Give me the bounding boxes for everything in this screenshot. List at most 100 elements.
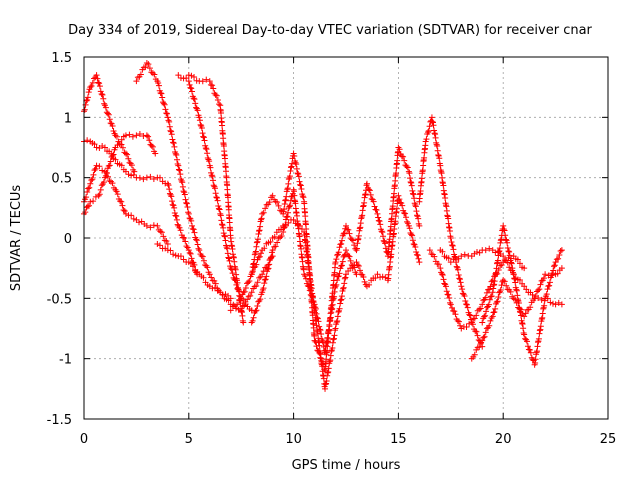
track-marker — [379, 273, 386, 280]
track-marker — [213, 194, 220, 201]
track-marker — [361, 278, 368, 285]
track-marker — [165, 182, 172, 189]
track-marker — [348, 236, 355, 243]
track-marker — [410, 191, 417, 198]
track-marker — [393, 170, 400, 177]
y-tick-label: -1 — [59, 353, 72, 368]
track-marker — [451, 308, 458, 315]
track-marker — [330, 335, 337, 342]
track-marker — [445, 255, 452, 262]
track-marker — [115, 138, 122, 145]
track-marker — [442, 195, 449, 202]
track-marker — [158, 90, 165, 97]
data-point — [500, 253, 507, 260]
track-marker — [483, 289, 490, 296]
track-marker — [300, 194, 307, 201]
track-marker — [556, 251, 563, 258]
track-marker — [182, 196, 189, 203]
track-marker — [173, 152, 180, 159]
track-marker — [187, 260, 194, 267]
track-marker — [96, 191, 103, 198]
track-marker — [351, 264, 358, 271]
data-point — [101, 144, 108, 151]
track-marker — [408, 182, 415, 189]
track-marker — [215, 202, 222, 209]
track-marker — [532, 356, 539, 363]
data-point — [479, 319, 486, 326]
track-marker — [288, 163, 295, 170]
track-marker — [306, 287, 313, 294]
track-marker — [268, 254, 275, 261]
track-marker — [344, 226, 351, 233]
track-marker — [506, 264, 513, 271]
data-point — [154, 222, 161, 229]
track-marker — [291, 153, 298, 160]
track-marker — [511, 276, 518, 283]
track-marker — [335, 249, 342, 256]
track-marker — [219, 122, 226, 129]
track-marker — [512, 296, 519, 303]
track-marker — [511, 275, 518, 282]
track-marker — [241, 288, 248, 295]
track-marker — [179, 183, 186, 190]
track-marker — [271, 233, 278, 240]
data-point — [521, 313, 528, 320]
track-marker — [449, 242, 456, 249]
series-16 — [468, 265, 565, 362]
track-marker — [373, 206, 380, 213]
track-marker — [327, 357, 334, 364]
track-marker — [408, 231, 415, 238]
track-marker — [407, 179, 414, 186]
track-marker — [520, 325, 527, 332]
track-marker — [354, 261, 361, 268]
track-marker — [550, 267, 557, 274]
track-marker — [336, 244, 343, 251]
data-point — [468, 319, 475, 326]
track-marker — [412, 201, 419, 208]
track-marker — [366, 187, 373, 194]
track-marker — [281, 206, 288, 213]
track-marker — [391, 190, 398, 197]
track-marker — [186, 249, 193, 256]
track-marker — [199, 130, 206, 137]
x-tick-label: 10 — [285, 432, 302, 447]
track-marker — [222, 237, 229, 244]
track-marker — [524, 343, 531, 350]
track-marker — [477, 340, 484, 347]
track-marker — [513, 287, 520, 294]
track-marker — [491, 278, 498, 285]
track-marker — [497, 286, 504, 293]
track-marker — [506, 252, 513, 259]
track-marker — [509, 293, 516, 300]
track-marker — [224, 245, 231, 252]
track-marker — [219, 292, 226, 299]
track-marker — [217, 212, 224, 219]
track-marker — [209, 82, 216, 89]
track-marker — [399, 202, 406, 209]
track-marker — [417, 187, 424, 194]
track-marker — [215, 205, 222, 212]
track-marker — [271, 243, 278, 250]
track-marker — [94, 75, 101, 82]
track-marker — [86, 202, 93, 209]
track-marker — [337, 297, 344, 304]
track-marker — [388, 251, 395, 258]
track-marker — [254, 236, 261, 243]
track-marker — [355, 232, 362, 239]
track-marker — [413, 208, 420, 215]
track-marker — [130, 215, 137, 222]
track-marker — [203, 76, 210, 83]
track-marker — [423, 136, 430, 143]
data-point — [521, 331, 528, 338]
track-marker — [455, 255, 462, 262]
track-marker — [257, 250, 264, 257]
track-marker — [226, 257, 233, 264]
track-marker — [82, 209, 89, 216]
data-point — [542, 271, 549, 278]
data-point — [248, 271, 255, 278]
track-marker — [504, 239, 511, 246]
track-marker — [349, 237, 356, 244]
track-marker — [216, 206, 223, 213]
track-marker — [265, 265, 272, 272]
data-point — [500, 277, 507, 284]
